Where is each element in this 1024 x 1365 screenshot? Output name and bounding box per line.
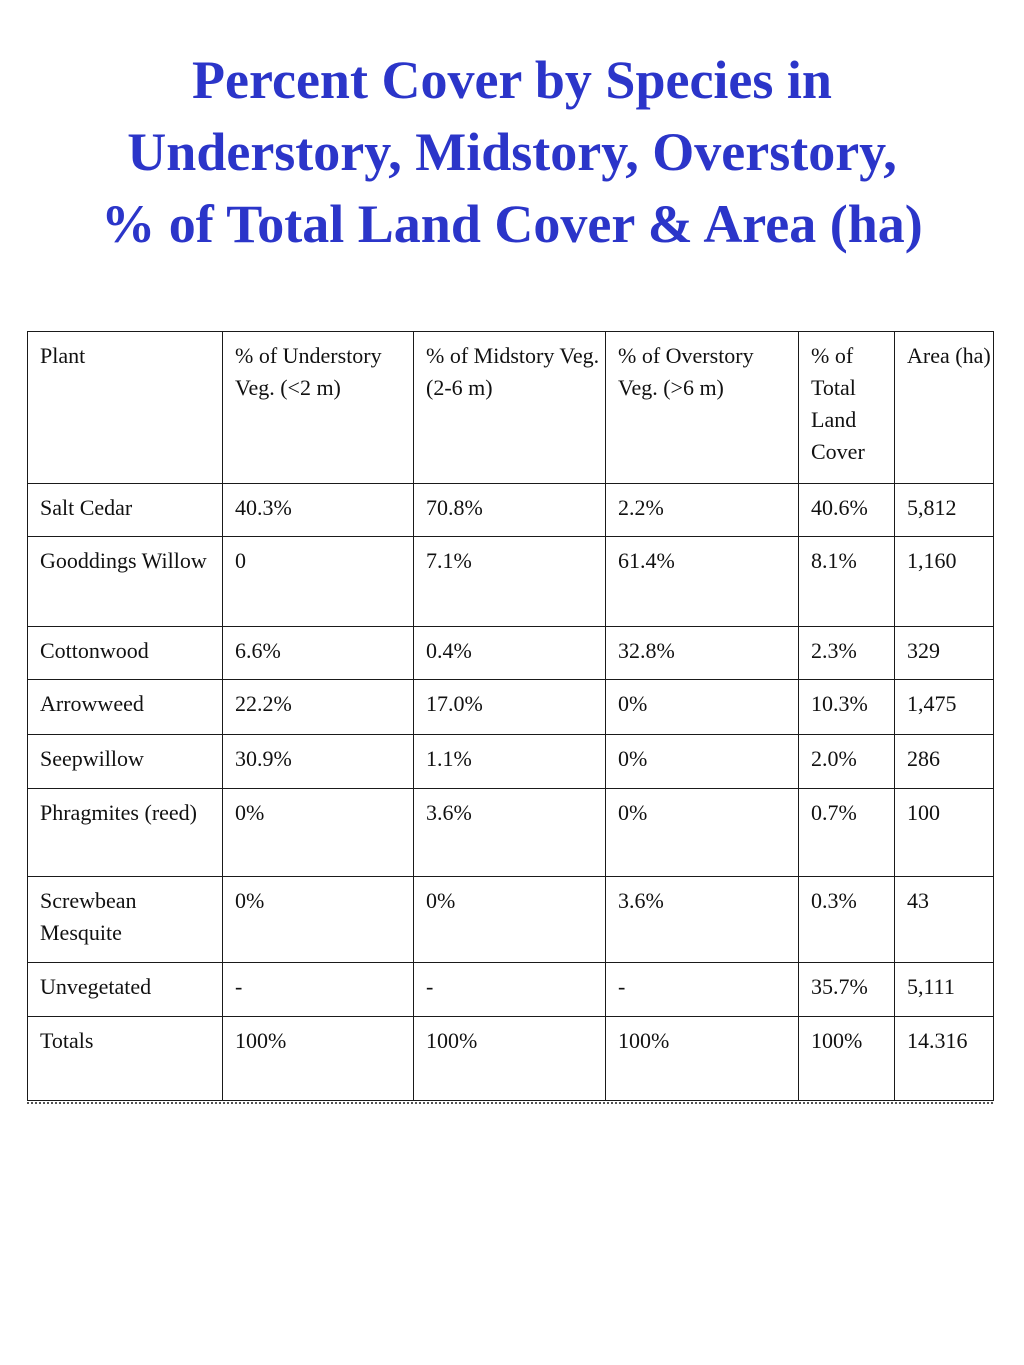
cell-midstory: -: [413, 962, 606, 1017]
cell-understory: -: [222, 962, 414, 1017]
cell-understory: 0%: [222, 788, 414, 877]
header-plant: Plant: [27, 331, 223, 484]
cell-overstory: 0%: [605, 788, 799, 877]
header-area: Area (ha): [894, 331, 994, 484]
cell-understory: 0: [222, 536, 414, 627]
title-line-1: Percent Cover by Species in: [192, 50, 832, 110]
cell-plant: Salt Cedar: [27, 483, 223, 537]
table-row: Gooddings Willow 0 7.1% 61.4% 8.1% 1,160: [27, 536, 994, 627]
cell-understory: 40.3%: [222, 483, 414, 537]
cell-understory: 100%: [222, 1016, 414, 1101]
cell-total-land-cover: 35.7%: [798, 962, 895, 1017]
cell-plant: Cottonwood: [27, 626, 223, 680]
cell-total-land-cover: 2.3%: [798, 626, 895, 680]
table-row: Unvegetated - - - 35.7% 5,111: [27, 962, 994, 1017]
header-understory: % of Understory Veg. (<2 m): [222, 331, 414, 484]
cell-area: 5,812: [894, 483, 994, 537]
cell-area: 1,160: [894, 536, 994, 627]
cell-plant: Screwbean Mesquite: [27, 876, 223, 963]
title-line-2: Understory, Midstory, Overstory,: [127, 122, 897, 182]
cell-plant: Totals: [27, 1016, 223, 1101]
cell-understory: 6.6%: [222, 626, 414, 680]
cell-area: 100: [894, 788, 994, 877]
cell-overstory: -: [605, 962, 799, 1017]
table-row: Salt Cedar 40.3% 70.8% 2.2% 40.6% 5,812: [27, 483, 994, 537]
cell-overstory: 100%: [605, 1016, 799, 1101]
cell-area: 1,475: [894, 679, 994, 735]
cell-midstory: 7.1%: [413, 536, 606, 627]
cell-overstory: 0%: [605, 679, 799, 735]
cell-midstory: 100%: [413, 1016, 606, 1101]
cell-overstory: 32.8%: [605, 626, 799, 680]
table-row: Seepwillow 30.9% 1.1% 0% 2.0% 286: [27, 734, 994, 789]
cell-area: 329: [894, 626, 994, 680]
header-midstory: % of Midstory Veg. (2-6 m): [413, 331, 606, 484]
cell-area: 43: [894, 876, 994, 963]
table-row: Screwbean Mesquite 0% 0% 3.6% 0.3% 43: [27, 876, 994, 963]
cell-plant: Gooddings Willow: [27, 536, 223, 627]
table-row: Arrowweed 22.2% 17.0% 0% 10.3% 1,475: [27, 679, 994, 735]
cell-midstory: 70.8%: [413, 483, 606, 537]
scan-artifact-divider: [27, 1102, 993, 1110]
cell-overstory: 3.6%: [605, 876, 799, 963]
cell-plant: Arrowweed: [27, 679, 223, 735]
cell-area: 5,111: [894, 962, 994, 1017]
cell-plant: Phragmites (reed): [27, 788, 223, 877]
cell-overstory: 61.4%: [605, 536, 799, 627]
cell-overstory: 0%: [605, 734, 799, 789]
header-overstory: % of Overstory Veg. (>6 m): [605, 331, 799, 484]
table-row: Totals 100% 100% 100% 100% 14.316: [27, 1016, 994, 1101]
cell-understory: 30.9%: [222, 734, 414, 789]
cell-total-land-cover: 0.3%: [798, 876, 895, 963]
cell-area: 286: [894, 734, 994, 789]
header-total-land-cover: % of Total Land Cover: [798, 331, 895, 484]
cell-area: 14.316: [894, 1016, 994, 1101]
page-title: Percent Cover by Species in Understory, …: [0, 44, 1024, 260]
cell-total-land-cover: 2.0%: [798, 734, 895, 789]
percent-cover-table: Plant % of Understory Veg. (<2 m) % of M…: [27, 331, 994, 1101]
cell-total-land-cover: 100%: [798, 1016, 895, 1101]
cell-total-land-cover: 8.1%: [798, 536, 895, 627]
cell-understory: 0%: [222, 876, 414, 963]
cell-understory: 22.2%: [222, 679, 414, 735]
title-line-3: % of Total Land Cover & Area (ha): [101, 194, 923, 254]
cell-plant: Seepwillow: [27, 734, 223, 789]
cell-midstory: 0.4%: [413, 626, 606, 680]
cell-overstory: 2.2%: [605, 483, 799, 537]
cell-midstory: 0%: [413, 876, 606, 963]
cell-midstory: 3.6%: [413, 788, 606, 877]
cell-plant: Unvegetated: [27, 962, 223, 1017]
table-row: Cottonwood 6.6% 0.4% 32.8% 2.3% 329: [27, 626, 994, 680]
cell-total-land-cover: 40.6%: [798, 483, 895, 537]
cell-midstory: 17.0%: [413, 679, 606, 735]
table-row: Phragmites (reed) 0% 3.6% 0% 0.7% 100: [27, 788, 994, 877]
cell-total-land-cover: 0.7%: [798, 788, 895, 877]
cell-midstory: 1.1%: [413, 734, 606, 789]
table-header-row: Plant % of Understory Veg. (<2 m) % of M…: [27, 331, 994, 484]
cell-total-land-cover: 10.3%: [798, 679, 895, 735]
